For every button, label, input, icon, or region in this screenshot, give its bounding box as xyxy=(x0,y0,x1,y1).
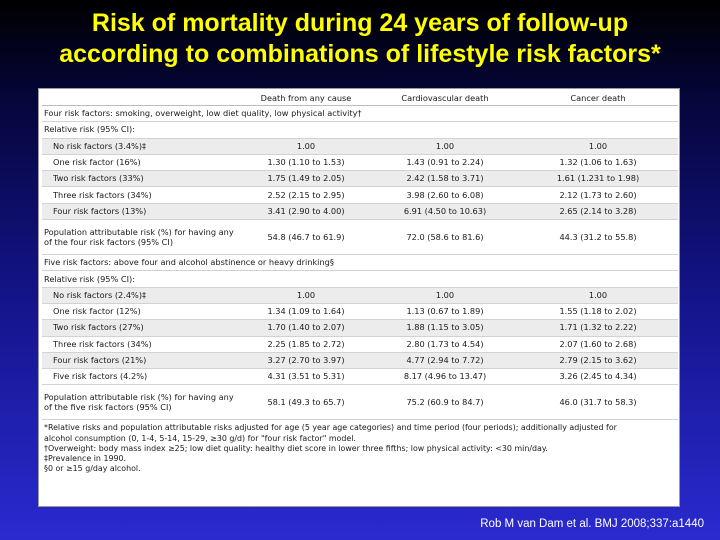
cell-any-cause: 1.70 (1.40 to 2.07) xyxy=(240,319,372,337)
par-label: Population attributable risk (%) for hav… xyxy=(42,219,240,256)
row-label: Five risk factors (4.2%) xyxy=(42,368,240,386)
cell-any-cause: 2.25 (1.85 to 2.72) xyxy=(240,336,372,353)
cell-any-cause: 1.75 (1.49 to 2.05) xyxy=(240,170,372,188)
slide-title-line-1: Risk of mortality during 24 years of fol… xyxy=(91,9,629,37)
par-row: Population attributable risk (%) for hav… xyxy=(42,219,678,256)
footnote: alcohol consumption (0, 1-4, 5-14, 15-29… xyxy=(44,433,356,443)
cell-cardiovascular: 1.13 (0.67 to 1.89) xyxy=(372,303,518,321)
cell-cancer: 1.00 xyxy=(518,287,678,304)
cell-cardiovascular: 8.17 (4.96 to 13.47) xyxy=(372,368,518,386)
cell-any-cause: 1.30 (1.10 to 1.53) xyxy=(240,154,372,172)
cell-cardiovascular: 75.2 (60.9 to 84.7) xyxy=(372,384,518,421)
table-row: No risk factors (3.4%)‡ 1.00 1.00 1.00 xyxy=(42,138,678,155)
cell-cancer: 3.26 (2.45 to 4.34) xyxy=(518,368,678,386)
section1-heading: Four risk factors: smoking, overweight, … xyxy=(42,105,678,123)
par-label: Population attributable risk (%) for hav… xyxy=(42,384,240,421)
citation: Rob M van Dam et al. BMJ 2008;337:a1440 xyxy=(480,518,704,530)
cell-any-cause: 1.34 (1.09 to 1.64) xyxy=(240,303,372,321)
cell-cancer: 1.61 (1.231 to 1.98) xyxy=(518,170,678,188)
row-label: Two risk factors (33%) xyxy=(42,170,240,188)
section2-heading: Five risk factors: above four and alcoho… xyxy=(42,254,678,272)
row-label: Three risk factors (34%) xyxy=(42,186,240,204)
header-label-column xyxy=(42,91,240,106)
cell-cancer: 2.12 (1.73 to 2.60) xyxy=(518,186,678,204)
table-row: Two risk factors (33%) 1.75 (1.49 to 2.0… xyxy=(42,170,678,188)
par-row: Population attributable risk (%) for hav… xyxy=(42,384,678,421)
footnote: §0 or ≥15 g/day alcohol. xyxy=(44,463,141,473)
cell-cancer: 44.3 (31.2 to 55.8) xyxy=(518,219,678,256)
relative-risk-label-row: Relative risk (95% CI): xyxy=(42,121,678,139)
table-row: One risk factor (16%) 1.30 (1.10 to 1.53… xyxy=(42,154,678,172)
slide-title: Risk of mortality during 24 years of fol… xyxy=(0,8,720,70)
cell-any-cause: 54.8 (46.7 to 61.9) xyxy=(240,219,372,256)
table-row: Two risk factors (27%) 1.70 (1.40 to 2.0… xyxy=(42,319,678,337)
row-label: Four risk factors (21%) xyxy=(42,352,240,370)
table-row: Four risk factors (13%) 3.41 (2.90 to 4.… xyxy=(42,203,678,221)
cell-cardiovascular: 3.98 (2.60 to 6.08) xyxy=(372,186,518,204)
cell-cardiovascular: 1.00 xyxy=(372,287,518,304)
cell-cardiovascular: 2.42 (1.58 to 3.71) xyxy=(372,170,518,188)
section2-rr-label: Relative risk (95% CI): xyxy=(42,270,678,288)
cell-cancer: 2.07 (1.60 to 2.68) xyxy=(518,336,678,353)
cell-cancer: 1.32 (1.06 to 1.63) xyxy=(518,154,678,172)
slide-title-line-2: according to combinations of lifestyle r… xyxy=(59,40,661,68)
row-label: No risk factors (3.4%)‡ xyxy=(42,138,240,155)
cell-cancer: 1.71 (1.32 to 2.22) xyxy=(518,319,678,337)
cell-cancer: 1.55 (1.18 to 2.02) xyxy=(518,303,678,321)
cell-any-cause: 1.00 xyxy=(240,138,372,155)
cell-any-cause: 3.27 (2.70 to 3.97) xyxy=(240,352,372,370)
table-header-row: Death from any cause Cardiovascular deat… xyxy=(42,91,678,106)
row-label: One risk factor (12%) xyxy=(42,303,240,321)
cell-cardiovascular: 1.43 (0.91 to 2.24) xyxy=(372,154,518,172)
cell-any-cause: 1.00 xyxy=(240,287,372,304)
row-label: Three risk factors (34%) xyxy=(42,336,240,353)
table-row: Three risk factors (34%) 2.25 (1.85 to 2… xyxy=(42,336,678,353)
footnote: ‡Prevalence in 1990. xyxy=(44,453,127,463)
table-row: No risk factors (2.4%)‡ 1.00 1.00 1.00 xyxy=(42,287,678,304)
table-panel: Death from any cause Cardiovascular deat… xyxy=(38,88,680,507)
cell-cancer: 1.00 xyxy=(518,138,678,155)
cell-any-cause: 2.52 (2.15 to 2.95) xyxy=(240,186,372,204)
section1-rr-label: Relative risk (95% CI): xyxy=(42,121,678,139)
header-cardiovascular: Cardiovascular death xyxy=(372,91,518,106)
footnote: *Relative risks and population attributa… xyxy=(44,423,617,433)
table-row: Four risk factors (21%) 3.27 (2.70 to 3.… xyxy=(42,352,678,370)
mortality-table: Death from any cause Cardiovascular deat… xyxy=(42,91,678,421)
row-label: One risk factor (16%) xyxy=(42,154,240,172)
cell-any-cause: 3.41 (2.90 to 4.00) xyxy=(240,203,372,221)
header-cancer: Cancer death xyxy=(518,91,678,106)
cell-cancer: 2.79 (2.15 to 3.62) xyxy=(518,352,678,370)
cell-cardiovascular: 1.00 xyxy=(372,138,518,155)
section-heading-row: Four risk factors: smoking, overweight, … xyxy=(42,105,678,123)
cell-cardiovascular: 72.0 (58.6 to 81.6) xyxy=(372,219,518,256)
cell-any-cause: 58.1 (49.3 to 65.7) xyxy=(240,384,372,421)
table-row: Five risk factors (4.2%) 4.31 (3.51 to 5… xyxy=(42,368,678,386)
row-label: Two risk factors (27%) xyxy=(42,319,240,337)
cell-cardiovascular: 4.77 (2.94 to 7.72) xyxy=(372,352,518,370)
row-label: No risk factors (2.4%)‡ xyxy=(42,287,240,304)
table-row: One risk factor (12%) 1.34 (1.09 to 1.64… xyxy=(42,303,678,321)
relative-risk-label-row: Relative risk (95% CI): xyxy=(42,270,678,288)
cell-any-cause: 4.31 (3.51 to 5.31) xyxy=(240,368,372,386)
section-heading-row: Five risk factors: above four and alcoho… xyxy=(42,254,678,272)
footnote: †Overweight: body mass index ≥25; low di… xyxy=(44,443,548,453)
cell-cardiovascular: 1.88 (1.15 to 3.05) xyxy=(372,319,518,337)
cell-cancer: 2.65 (2.14 to 3.28) xyxy=(518,203,678,221)
table-footnotes: *Relative risks and population attributa… xyxy=(42,423,676,473)
cell-cardiovascular: 2.80 (1.73 to 4.54) xyxy=(372,336,518,353)
cell-cancer: 46.0 (31.7 to 58.3) xyxy=(518,384,678,421)
cell-cardiovascular: 6.91 (4.50 to 10.63) xyxy=(372,203,518,221)
row-label: Four risk factors (13%) xyxy=(42,203,240,221)
table-row: Three risk factors (34%) 2.52 (2.15 to 2… xyxy=(42,186,678,204)
header-any-cause: Death from any cause xyxy=(240,91,372,106)
